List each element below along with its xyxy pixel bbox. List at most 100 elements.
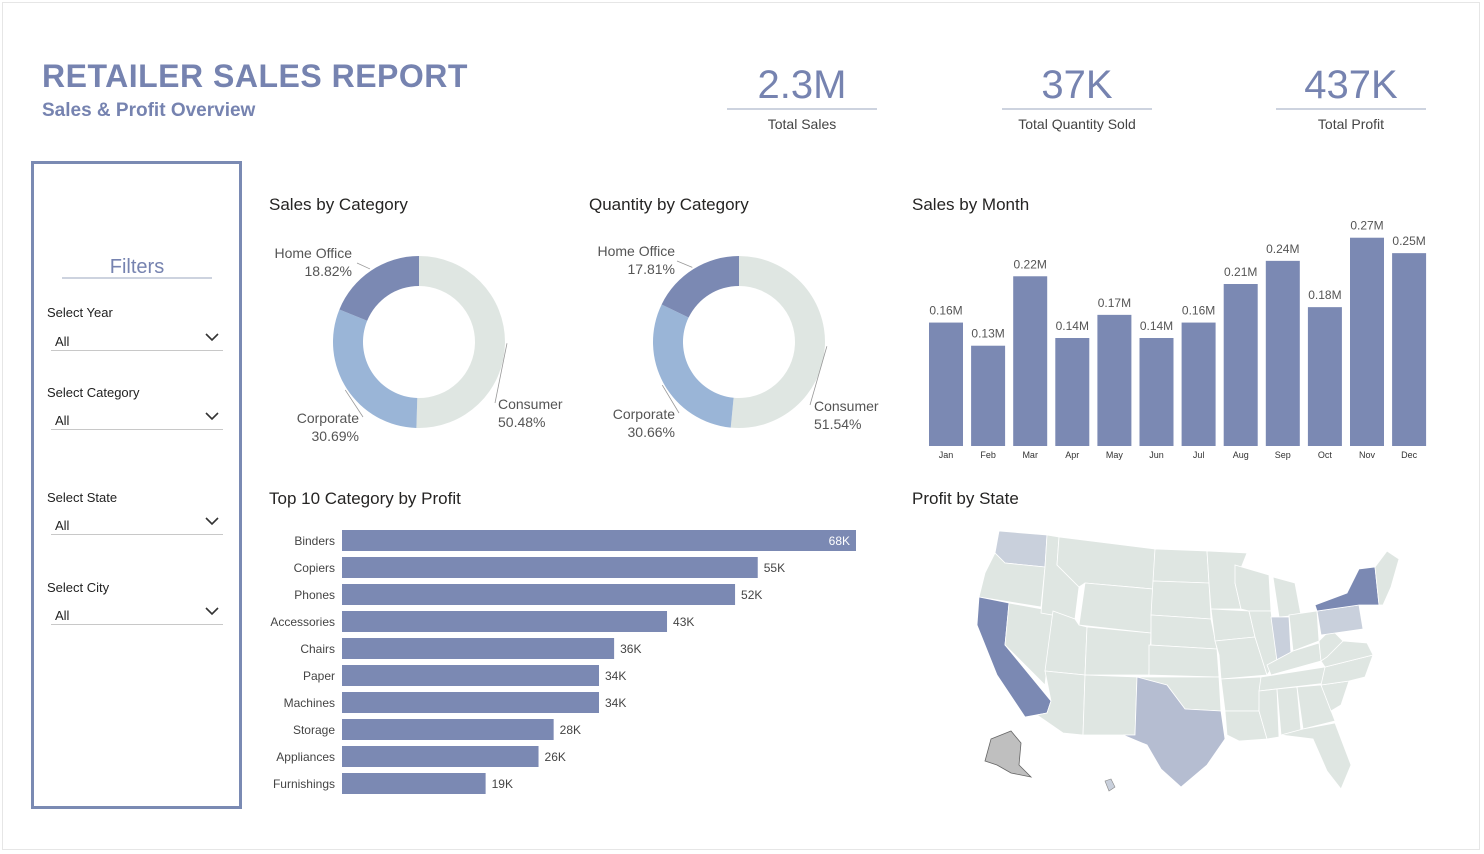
- chart-title-top10-profit: Top 10 Category by Profit: [269, 489, 461, 508]
- category-dropdown[interactable]: All: [51, 406, 223, 430]
- chart-title-sales-by-month: Sales by Month: [912, 195, 1030, 214]
- month-bar-value-label: 0.21M: [1224, 265, 1257, 279]
- state-oregon[interactable]: [978, 552, 1046, 608]
- kpi-label: Total Quantity Sold: [1018, 116, 1136, 132]
- month-bar-jul[interactable]: [1181, 322, 1216, 446]
- month-bar-feb[interactable]: [971, 345, 1006, 446]
- profit-bar-value-label: 43K: [673, 615, 694, 629]
- slicer-label-year: Select Year: [47, 305, 113, 320]
- state-dropdown[interactable]: All: [51, 511, 223, 535]
- donut-leader-line: [809, 346, 828, 406]
- profit-bar-phones[interactable]: [342, 584, 736, 605]
- donut-slice-corporate[interactable]: [653, 304, 734, 428]
- state-mississippi[interactable]: [1258, 688, 1280, 740]
- year-dropdown[interactable]: All: [51, 327, 223, 351]
- month-bar-value-label: 0.24M: [1266, 242, 1299, 256]
- month-bar-dec[interactable]: [1392, 253, 1427, 446]
- month-axis-tick-label: Jul: [1193, 450, 1205, 460]
- state-north-dakota[interactable]: [1152, 548, 1210, 584]
- chevron-down-icon: [205, 607, 219, 616]
- state-wisconsin[interactable]: [1234, 564, 1272, 612]
- profit-bar-storage[interactable]: [342, 719, 554, 740]
- month-bar-value-label: 0.17M: [1098, 296, 1131, 310]
- profit-bar-furnishings[interactable]: [342, 773, 486, 794]
- month-axis-tick-label: Jun: [1149, 450, 1164, 460]
- donut-leader-line: [661, 384, 680, 414]
- profit-bar-paper[interactable]: [342, 665, 599, 686]
- us-states: [976, 530, 1400, 790]
- month-bar-value-label: 0.14M: [1140, 319, 1173, 333]
- profit-bar-machines[interactable]: [342, 692, 599, 713]
- state-iowa[interactable]: [1210, 608, 1256, 642]
- state-nebraska[interactable]: [1150, 614, 1218, 650]
- profit-bar-binders[interactable]: [342, 530, 856, 551]
- month-bar-aug[interactable]: [1223, 284, 1258, 446]
- kpi-underline: [727, 108, 877, 110]
- donut-slice-home-office[interactable]: [661, 256, 739, 318]
- state-nevada[interactable]: [1004, 602, 1054, 686]
- slicer-label-state: Select State: [47, 490, 118, 505]
- month-bar-value-label: 0.13M: [971, 327, 1004, 341]
- state-georgia[interactable]: [1296, 684, 1336, 730]
- month-bar-value-label: 0.16M: [1182, 304, 1215, 318]
- donut-slice-home-office[interactable]: [339, 256, 419, 321]
- donut-category-label: Home Office: [274, 245, 352, 261]
- state-florida[interactable]: [1280, 722, 1352, 790]
- state-new-england[interactable]: [1374, 550, 1400, 606]
- profit-bar-accessories[interactable]: [342, 611, 668, 632]
- month-axis-tick-label: Aug: [1233, 450, 1249, 460]
- donut-slice-corporate[interactable]: [333, 309, 418, 428]
- month-bar-sep[interactable]: [1265, 260, 1300, 446]
- state-colorado[interactable]: [1084, 626, 1152, 676]
- profit-category-label: Phones: [294, 588, 335, 602]
- month-axis-tick-label: Apr: [1065, 450, 1079, 460]
- donut-category-label: Corporate: [297, 410, 359, 426]
- filters-title: Filters: [109, 256, 165, 278]
- sales-by-category-donut: Consumer 50.48% Corporate 30.69% Home Office…: [274, 245, 562, 444]
- donut-slice-consumer[interactable]: [416, 256, 505, 428]
- state-alaska[interactable]: [984, 730, 1033, 778]
- profit-bar-value-label: 36K: [620, 642, 641, 656]
- donut-leader-line: [356, 262, 371, 270]
- profit-bar-copiers[interactable]: [342, 557, 758, 578]
- month-bar-value-label: 0.16M: [929, 304, 962, 318]
- state-louisiana[interactable]: [1224, 710, 1268, 742]
- city-dropdown[interactable]: All: [51, 601, 223, 625]
- month-axis-tick-label: Dec: [1401, 450, 1418, 460]
- kpi-underline: [1002, 108, 1152, 110]
- state-alabama[interactable]: [1276, 686, 1302, 736]
- month-bar-apr[interactable]: [1055, 338, 1090, 446]
- state-new-york[interactable]: [1314, 566, 1380, 612]
- state-michigan[interactable]: [1272, 576, 1302, 618]
- month-bar-may[interactable]: [1097, 314, 1132, 446]
- kpi-total-profit: 437K Total Profit: [1276, 62, 1426, 132]
- profit-bar-chairs[interactable]: [342, 638, 615, 659]
- donut-percent-label: 18.82%: [305, 263, 352, 279]
- state-texas[interactable]: [1122, 676, 1226, 788]
- report-title: RETAILER SALES REPORT: [42, 58, 468, 94]
- top10-profit-bar-chart: Binders 68K Copiers 55K Phones 52K Accessories…: [270, 530, 856, 794]
- state-hawaii[interactable]: [1104, 778, 1116, 792]
- month-bar-mar[interactable]: [1013, 276, 1048, 446]
- profit-bar-appliances[interactable]: [342, 746, 539, 767]
- month-bar-jan[interactable]: [929, 322, 963, 446]
- state-missouri[interactable]: [1214, 636, 1268, 680]
- donut-slice-consumer[interactable]: [730, 256, 825, 428]
- state-wyoming[interactable]: [1078, 582, 1154, 634]
- profit-by-state-map: [976, 530, 1400, 792]
- state-kansas[interactable]: [1148, 644, 1220, 678]
- state-arkansas[interactable]: [1220, 676, 1262, 712]
- month-bar-jun[interactable]: [1139, 338, 1174, 446]
- profit-bar-value-label: 52K: [741, 588, 762, 602]
- month-bar-value-label: 0.22M: [1014, 257, 1047, 271]
- profit-bar-value-label: 26K: [545, 750, 566, 764]
- profit-bar-value-label: 68K: [829, 534, 850, 548]
- profit-category-label: Accessories: [270, 615, 335, 629]
- year-dropdown-value: All: [55, 334, 70, 349]
- month-bar-oct[interactable]: [1307, 307, 1342, 446]
- state-new-mexico[interactable]: [1082, 674, 1138, 736]
- state-south-dakota[interactable]: [1150, 580, 1212, 620]
- kpi-value: 437K: [1304, 63, 1398, 107]
- month-bar-nov[interactable]: [1350, 237, 1384, 446]
